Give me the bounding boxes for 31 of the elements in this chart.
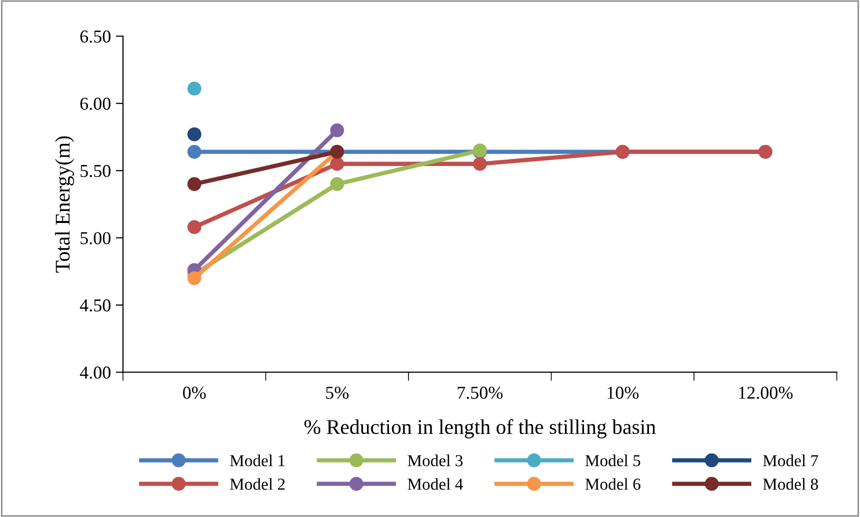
x-tick-label: 10% bbox=[608, 386, 639, 399]
point bbox=[187, 127, 202, 142]
legend-label: Model 3 bbox=[408, 454, 463, 466]
point bbox=[187, 271, 202, 286]
legend-label: Model 6 bbox=[585, 478, 640, 490]
point bbox=[330, 177, 344, 191]
x-tick-label: 0% bbox=[183, 386, 206, 399]
y-tick-label: 6.50 bbox=[80, 30, 110, 43]
x-axis-title: % Reduction in length of the stilling basin bbox=[304, 419, 656, 438]
y-tick-label: 6.00 bbox=[80, 98, 110, 110]
y-tick-label: 4.50 bbox=[80, 299, 110, 312]
y-tick-label: 4.00 bbox=[80, 366, 110, 379]
point bbox=[187, 82, 202, 96]
point bbox=[187, 220, 202, 234]
x-tick-label: 12.00% bbox=[739, 386, 793, 399]
legend-label: Model 2 bbox=[230, 478, 285, 490]
point bbox=[472, 156, 487, 171]
y-tick-label: 5.00 bbox=[80, 232, 110, 244]
legend-label: Model 7 bbox=[763, 454, 818, 466]
x-tick-label: 5% bbox=[326, 386, 349, 399]
y-tick-label: 5.50 bbox=[80, 164, 110, 178]
y-axis-title: Total Energy(m) bbox=[55, 136, 74, 273]
x-tick-label: 7.50% bbox=[458, 386, 503, 399]
legend-label: Model 1 bbox=[230, 454, 285, 466]
legend-label: Model 8 bbox=[763, 478, 818, 490]
point bbox=[330, 123, 344, 138]
point bbox=[187, 177, 202, 191]
point bbox=[330, 156, 344, 171]
legend-label: Model 4 bbox=[408, 478, 463, 490]
point bbox=[187, 144, 202, 159]
legend-label: Model 5 bbox=[585, 454, 640, 466]
